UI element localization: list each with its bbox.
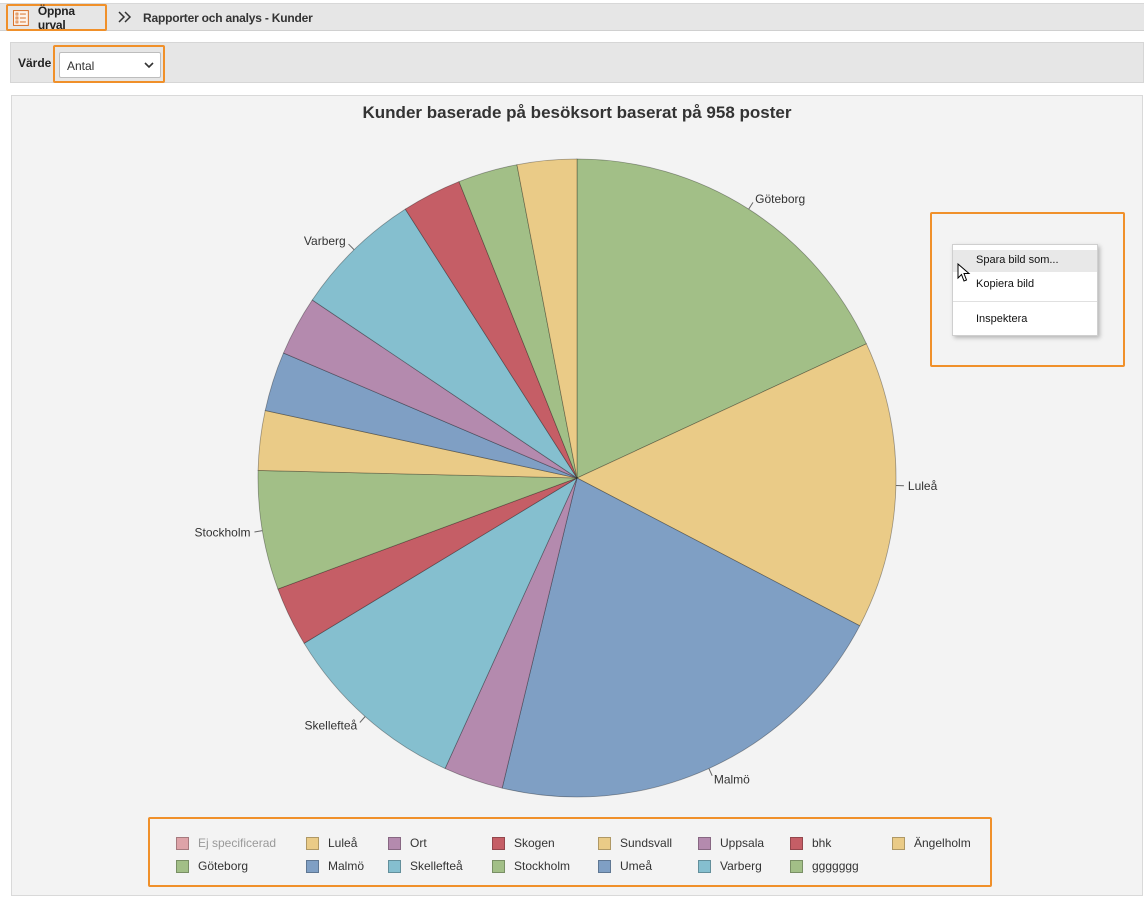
value-select-highlight: Antal [53,45,165,83]
legend-label: ggggggg [812,859,859,873]
legend-swatch [698,859,711,873]
chevron-down-icon [144,62,154,69]
legend-item-skellefteå[interactable]: Skellefteå [388,858,463,874]
pie-slice-uppsala[interactable] [444,477,578,789]
legend-label: Skogen [514,836,555,850]
pie-label-malmö: Malmö [714,772,750,786]
legend-swatch [598,859,611,873]
pie-label-tick [359,716,366,723]
legend-item-ej-specificerad[interactable]: Ej specificerad [176,835,276,851]
pie-slice-malmö[interactable] [501,477,861,798]
legend-label: Stockholm [514,859,571,873]
legend-swatch [790,836,803,850]
pie-label-varberg: Varberg [304,234,346,248]
legend-item-uppsala[interactable]: Uppsala [698,835,764,851]
legend-item-varberg[interactable]: Varberg [698,858,762,874]
legend-label: Varberg [720,859,762,873]
inspect-menu-item[interactable]: Inspektera [976,313,1028,325]
legend-item-stockholm[interactable]: Stockholm [492,858,570,874]
pie-slice-bhk[interactable] [277,477,578,644]
value-label: Värde [18,56,52,70]
list-icon [13,9,29,26]
pie-slice-sundsvall[interactable] [257,410,578,479]
legend-item-göteborg[interactable]: Göteborg [176,858,248,874]
legend-label: Ängelholm [914,836,971,850]
legend-label: Ort [410,836,427,850]
double-chevron-right-icon [118,11,132,23]
pie-slice-stockholm[interactable] [257,470,578,590]
legend-label: Luleå [328,836,358,850]
legend-label: Uppsala [720,836,765,850]
legend-item-bhk[interactable]: bhk [790,835,831,851]
legend-item-luleå[interactable]: Luleå [306,835,357,851]
pie-slice-varberg[interactable] [311,208,578,479]
legend-swatch [598,836,611,850]
menu-separator [953,301,1097,302]
legend-label: Umeå [620,859,653,873]
save-image-as-menu-item[interactable]: Spara bild som... [953,250,1097,272]
value-select[interactable]: Antal [59,52,161,78]
legend-swatch [176,859,189,873]
pie-slice-skogen[interactable] [404,181,578,479]
context-menu-highlight [930,212,1125,367]
mouse-cursor-icon [957,263,971,282]
pie-label-tick [748,202,754,210]
legend-swatch [306,859,319,873]
legend-item-malmö[interactable]: Malmö [306,858,364,874]
legend-item-ort[interactable]: Ort [388,835,427,851]
legend-label: Skellefteå [410,859,463,873]
open-selection-button[interactable]: Öppna urval [6,3,107,32]
pie-slice-ängelholm[interactable] [516,158,578,479]
legend-item-umeå[interactable]: Umeå [598,858,652,874]
legend-swatch [176,836,189,850]
legend-item-ängelholm[interactable]: Ängelholm [892,835,971,851]
pie-label-tick [708,768,713,776]
context-menu: Spara bild som... Kopiera bild Inspekter… [952,244,1098,336]
filter-bar: Värde Antal [10,42,1144,83]
pie-slice-skellefteå[interactable] [303,476,578,769]
top-toolbar: Öppna urval Rapporter och analys - Kunde… [0,3,1144,32]
pie-slice-luleå[interactable] [576,343,897,627]
legend-label: Malmö [328,859,365,873]
pie-slice-ggggggg[interactable] [458,164,578,479]
pie-label-tick [348,243,355,251]
legend-swatch [388,859,401,873]
legend-swatch [790,859,803,873]
pie-slice-göteborg[interactable] [576,158,867,479]
legend-item-sundsvall[interactable]: Sundsvall [598,835,672,851]
legend-item-ggggggg[interactable]: ggggggg [790,858,859,874]
legend-swatch [892,836,905,850]
breadcrumb[interactable]: Rapporter och analys - Kunder [143,11,313,25]
pie-label-stockholm: Stockholm [195,526,251,540]
legend-item-skogen[interactable]: Skogen [492,835,555,851]
open-selection-label: Öppna urval [37,3,75,32]
pie-label-göteborg: Göteborg [755,192,805,206]
pie-label-skellefteå: Skellefteå [305,718,358,732]
legend-swatch [388,836,401,850]
value-select-current: Antal [67,59,95,73]
pie-slice-umeå[interactable] [264,352,578,479]
copy-image-menu-item[interactable]: Kopiera bild [976,278,1035,290]
legend-label: Sundsvall [620,836,673,850]
legend-swatch [492,859,505,873]
chart-legend: Ej specificerad Luleå Ort Skogen Sundsvall Up… [148,817,992,887]
pie-slice-ort[interactable] [282,299,578,479]
pie-label-luleå: Luleå [908,479,938,493]
legend-label: Göteborg [198,859,249,873]
legend-swatch [306,836,319,850]
legend-label: bhk [812,836,832,850]
chart-title: Kunder baserade på besöksort baserat på … [362,103,792,122]
legend-swatch [698,836,711,850]
legend-swatch [492,836,505,850]
legend-label: Ej specificerad [198,836,277,850]
pie-label-tick [254,530,263,533]
